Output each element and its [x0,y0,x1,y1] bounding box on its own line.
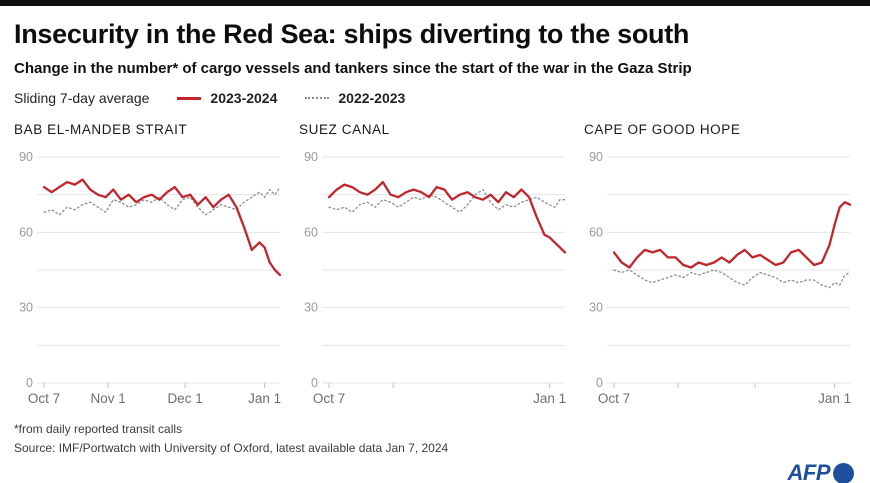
legend-label-2022-2023: 2022-2023 [338,90,406,106]
svg-text:Jan 1: Jan 1 [533,391,566,406]
svg-text:Nov 1: Nov 1 [90,391,125,406]
legend-item-2023-2024: 2023-2024 [177,90,277,106]
source-line: Source: IMF/Portwatch with University of… [14,440,449,455]
svg-text:90: 90 [304,150,318,164]
svg-text:Jan 1: Jan 1 [248,391,281,406]
chart-title-cape-of-good-hope: CAPE OF GOOD HOPE [584,122,741,137]
svg-text:Jan 1: Jan 1 [818,391,851,406]
afp-logo-text: AFP [787,460,831,483]
line-chart-cape-of-good-hope: 0 30 60 90 Oct 7 Jan 1 [589,150,852,406]
svg-text:0: 0 [311,376,318,390]
svg-text:30: 30 [304,301,318,315]
solid-line-swatch-icon [177,96,202,100]
charts-row: BAB EL-MANDEB STRAIT 0 30 60 90 Oct 7 Nov 1 De… [14,122,856,416]
svg-text:0: 0 [26,376,33,390]
svg-text:30: 30 [589,301,603,315]
afp-circle-icon [833,462,854,483]
dotted-line-swatch-icon [305,97,330,99]
afp-logo: AFP [787,460,854,483]
svg-text:60: 60 [304,225,318,239]
line-chart-suez-canal: 0 30 60 90 Oct 7 Jan 1 [304,150,567,406]
svg-text:Dec 1: Dec 1 [167,391,202,406]
svg-text:90: 90 [589,150,603,164]
footnote: *from daily reported transit calls [14,422,183,436]
infographic: Insecurity in the Red Sea: ships diverti… [0,19,870,483]
svg-text:30: 30 [19,301,33,315]
chart-panel-suez-canal: SUEZ CANAL 0 30 60 90 Oct 7 Jan 1 [299,122,571,416]
top-black-bar [0,0,870,6]
legend-note: Sliding 7-day average [14,90,150,106]
footer: *from daily reported transit calls Sourc… [14,420,856,457]
line-chart-bab-el-mandeb: 0 30 60 90 Oct 7 Nov 1 Dec 1 Jan 1 [19,150,282,406]
page-title: Insecurity in the Red Sea: ships diverti… [14,19,690,49]
legend-item-2022-2023: 2022-2023 [305,90,405,106]
svg-text:60: 60 [589,225,603,239]
chart-panel-cape-of-good-hope: CAPE OF GOOD HOPE 0 30 60 90 Oct 7 Jan 1 [584,122,856,416]
legend-label-2023-2024: 2023-2024 [210,90,278,106]
svg-text:0: 0 [596,376,603,390]
svg-text:Oct 7: Oct 7 [598,391,630,406]
svg-text:60: 60 [19,225,33,239]
page-subtitle: Change in the number* of cargo vessels a… [14,60,692,77]
svg-text:90: 90 [19,150,33,164]
svg-text:Oct 7: Oct 7 [28,391,60,406]
legend: Sliding 7-day average 2023-2024 2022-202… [14,90,856,106]
chart-title-bab-el-mandeb: BAB EL-MANDEB STRAIT [14,122,188,137]
chart-title-suez-canal: SUEZ CANAL [299,122,390,137]
svg-text:Oct 7: Oct 7 [313,391,345,406]
chart-panel-bab-el-mandeb: BAB EL-MANDEB STRAIT 0 30 60 90 Oct 7 Nov 1 De… [14,122,286,416]
